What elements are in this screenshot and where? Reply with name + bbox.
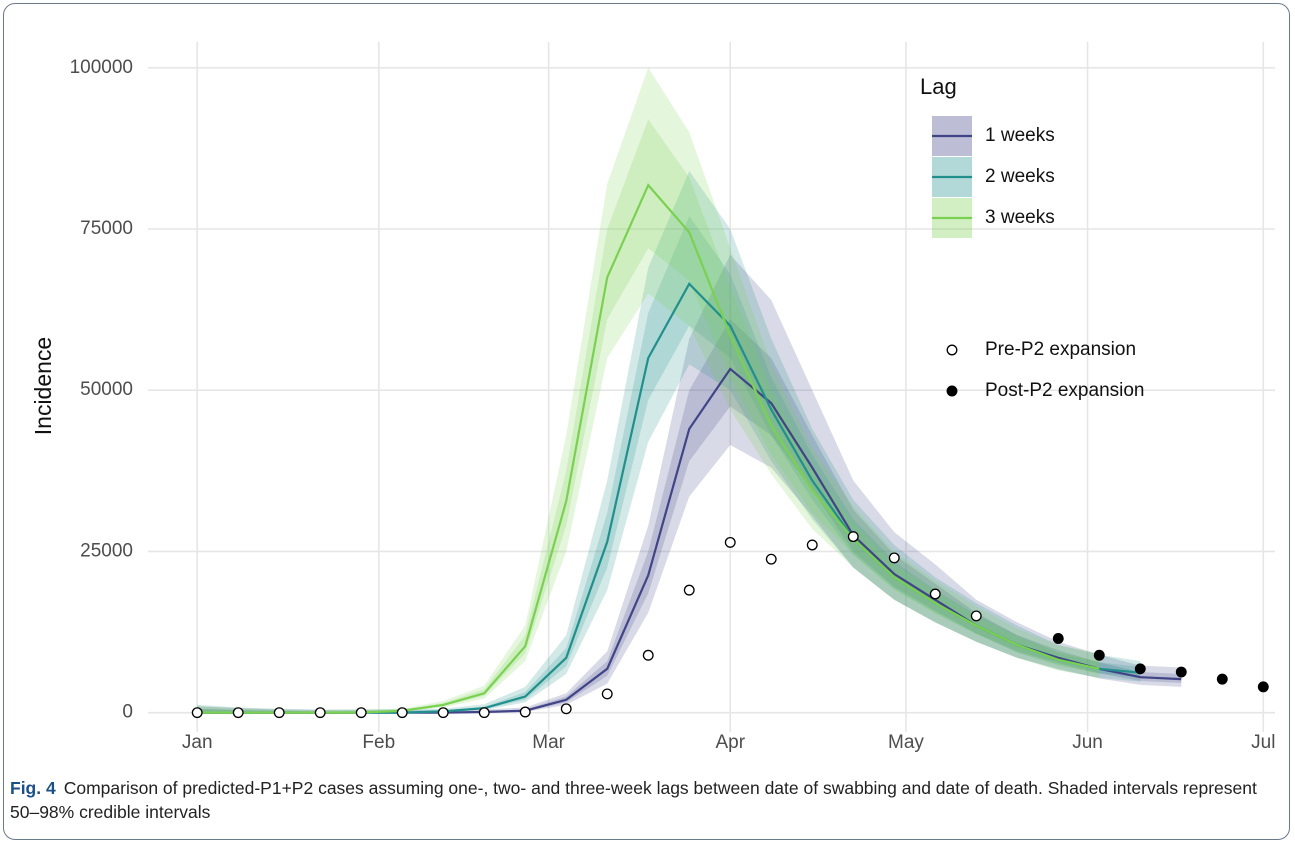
- legend-label: Pre-P2 expansion: [985, 339, 1136, 360]
- legend-label: 1 weeks: [985, 125, 1055, 146]
- y-tick-label: 50000: [80, 379, 133, 400]
- data-point: [396, 707, 408, 719]
- y-axis-label: Incidence: [30, 337, 56, 435]
- legend-marker: [946, 385, 958, 397]
- y-tick-label: 0: [122, 702, 133, 723]
- series-line: [197, 183, 1100, 714]
- x-tick-label: Feb: [362, 732, 395, 753]
- x-tick-label: Mar: [532, 732, 565, 753]
- x-tick-label: Jun: [1072, 732, 1103, 753]
- legend-label: 2 weeks: [985, 166, 1055, 187]
- grid: [148, 42, 1275, 732]
- figure-frame: [3, 3, 1290, 840]
- data-point: [1257, 681, 1269, 693]
- legend-marker: [946, 344, 958, 356]
- legend-label: Post-P2 expansion: [985, 380, 1145, 401]
- caption-label: Fig. 4: [10, 778, 56, 798]
- data-point: [437, 707, 449, 719]
- credible-band: [197, 119, 1100, 713]
- data-point: [273, 707, 285, 719]
- data-point: [888, 552, 900, 564]
- legend-label: 3 weeks: [985, 207, 1055, 228]
- x-tick-label: May: [888, 732, 924, 753]
- x-tick-label: Jul: [1251, 732, 1275, 753]
- data-point: [519, 706, 531, 718]
- data-point: [765, 553, 777, 565]
- y-tick-label: 100000: [70, 57, 133, 78]
- data-point: [642, 649, 654, 661]
- data-point: [1052, 633, 1064, 644]
- x-tick-label: Jan: [182, 732, 213, 753]
- data-point: [1093, 649, 1105, 661]
- y-tick-label: 75000: [80, 218, 133, 239]
- data-point: [847, 531, 859, 543]
- legend-title: Lag: [920, 74, 957, 99]
- data-point: [1216, 673, 1228, 685]
- x-tick-label: Apr: [715, 732, 745, 753]
- data-point: [1134, 663, 1146, 675]
- credible-band: [197, 216, 1141, 713]
- data-point: [314, 707, 326, 719]
- credible-band: [197, 319, 1182, 713]
- data-point: [970, 610, 982, 622]
- data-point: [724, 536, 736, 548]
- caption-text: Comparison of predicted-P1+P2 cases assu…: [10, 778, 1257, 822]
- credible-band: [197, 170, 1141, 713]
- data-point: [232, 707, 244, 719]
- caption: Fig. 4 Comparison of predicted-P1+P2 case…: [10, 776, 1278, 824]
- y-tick-label: 25000: [80, 540, 133, 561]
- data-point: [601, 688, 613, 700]
- data-point: [355, 707, 367, 719]
- data-point: [191, 707, 203, 719]
- credible-band: [197, 67, 1100, 713]
- data-point: [1175, 666, 1187, 678]
- data-point: [929, 588, 941, 600]
- data-point: [560, 703, 572, 715]
- data-point: [683, 584, 695, 596]
- data-point: [806, 539, 818, 551]
- data-point: [478, 707, 490, 719]
